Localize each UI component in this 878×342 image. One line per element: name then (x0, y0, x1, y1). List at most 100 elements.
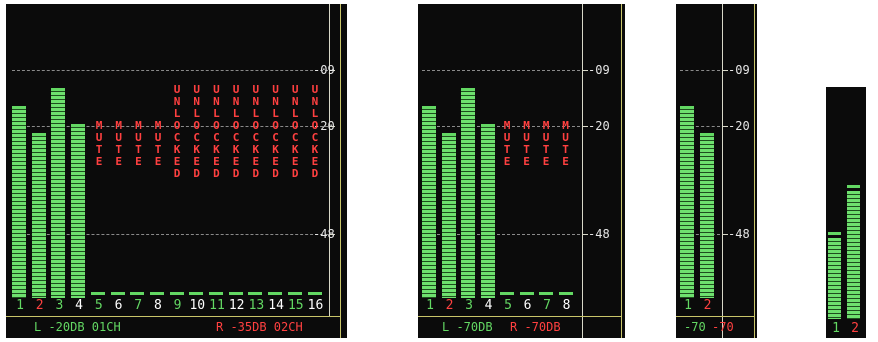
scale-label: -09 (313, 63, 335, 77)
footer-left-readout: L -20DB 01CH (34, 320, 121, 334)
channel-status-label: M U T E (503, 119, 511, 168)
scale-label: -48 (588, 227, 610, 241)
channel-status-label: U N L O C K E D (173, 83, 181, 180)
peak-hold (209, 292, 223, 295)
channel-status-label: U N L O C K E D (193, 83, 200, 180)
peak-hold (558, 292, 573, 295)
level-bar (480, 124, 495, 298)
footer-divider (676, 316, 754, 317)
level-bar (422, 106, 436, 298)
channel-number: 1 (426, 298, 434, 313)
gridline-48 (422, 234, 580, 235)
peak-hold (441, 133, 456, 136)
peak-hold (149, 292, 164, 295)
channel-number: 5 (504, 298, 512, 313)
channel-number: 16 (307, 298, 324, 313)
channel-number: 1 (16, 298, 24, 313)
peak-hold (307, 292, 322, 295)
channel-number: 14 (268, 298, 284, 313)
peak-hold (539, 292, 553, 295)
channel-number: 2 (445, 298, 454, 313)
level-bar (680, 106, 694, 298)
channel-number: 8 (562, 298, 571, 313)
scale-label: -20 (728, 119, 750, 133)
peak-hold (422, 106, 436, 109)
level-bar (12, 106, 26, 298)
peak-hold (71, 124, 86, 127)
channel-status-label: M U T E (154, 119, 162, 168)
scale-label: -20 (588, 119, 610, 133)
gridline-09 (12, 70, 328, 71)
bars-area (828, 87, 864, 319)
scale-label: -09 (588, 63, 610, 77)
scale-axis (329, 4, 330, 316)
peak-hold (268, 292, 283, 295)
level-bar (847, 191, 860, 319)
level-bar (828, 238, 841, 319)
channel-number: 3 (55, 298, 64, 313)
channel-status-label: M U T E (542, 119, 550, 168)
gridline-09 (422, 70, 580, 71)
footer-right-readout: R -70DB (510, 320, 561, 334)
peak-hold (169, 292, 184, 295)
gridline-48 (12, 234, 328, 235)
channel-status-label: U N L O C K E D (232, 83, 240, 180)
channel-status-label: U N L O C K E D (252, 83, 260, 180)
footer-left-readout: L -70DB (442, 320, 493, 334)
channel-number: 6 (114, 298, 123, 313)
channel-number: 1 (684, 298, 692, 313)
footer-right-readout: R -35DB 02CH (216, 320, 303, 334)
channel-number: 4 (484, 298, 493, 313)
peak-hold (680, 106, 694, 109)
level-bar (699, 133, 714, 298)
footer-right-readout: -70 (712, 320, 734, 334)
peak-hold (228, 292, 243, 295)
bars-area (12, 4, 328, 298)
channel-number: 12 (228, 298, 245, 313)
footer-divider (418, 316, 621, 317)
channel-number: 8 (153, 298, 162, 313)
channel-number: 2 (35, 298, 44, 313)
peak-hold (287, 292, 302, 295)
channel-number: 13 (248, 298, 265, 313)
scale-label: -09 (728, 63, 750, 77)
panel-border (754, 4, 755, 338)
peak-hold (110, 292, 125, 295)
peak-hold (248, 292, 263, 295)
footer-left-readout: -70 (684, 320, 706, 334)
scale-tick (329, 70, 335, 71)
scale-label: -20 (313, 119, 335, 133)
scale-tick (722, 234, 728, 235)
peak-hold (130, 292, 145, 295)
scale-tick (722, 126, 728, 127)
channel-status-label: M U T E (562, 119, 569, 168)
channel-number: 3 (465, 298, 473, 313)
scale-axis (722, 4, 723, 338)
channel-status-label: M U T E (523, 119, 530, 168)
level-bar (71, 124, 86, 298)
channel-number: 4 (75, 298, 83, 313)
peak-hold (480, 124, 495, 127)
channel-status-label: M U T E (135, 119, 142, 168)
bars-area (680, 4, 720, 298)
scale-tick (329, 234, 335, 235)
scale-tick (582, 126, 588, 127)
channel-number: 2 (703, 298, 712, 313)
channel-status-label: U N L O C K E D (213, 83, 220, 180)
channel-status-label: M U T E (95, 119, 103, 168)
channel-status-label: U N L O C K E D (311, 83, 319, 180)
scale-axis (582, 4, 583, 338)
bars-area (422, 4, 580, 298)
peak-hold (461, 88, 475, 91)
channel-number: 7 (543, 298, 551, 313)
scale-label: -48 (728, 227, 750, 241)
gridline-20 (422, 126, 580, 127)
peak-hold (31, 133, 46, 136)
channel-number: 6 (523, 298, 532, 313)
channel-number: 7 (134, 298, 143, 313)
panel-border (340, 4, 341, 338)
peak-hold (519, 292, 534, 295)
channel-status-label: M U T E (115, 119, 122, 168)
